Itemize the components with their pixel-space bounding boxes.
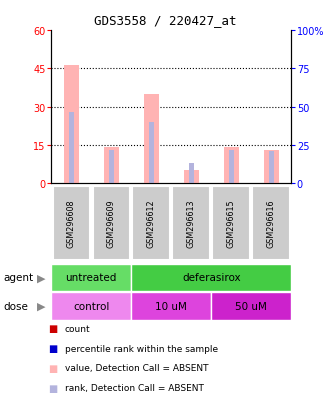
Bar (269, 152, 274, 184)
Bar (189, 164, 194, 184)
Text: ▶: ▶ (37, 273, 46, 283)
Bar (213, 186, 250, 260)
Text: 10 uM: 10 uM (155, 301, 187, 311)
Text: count: count (65, 324, 90, 333)
Text: ■: ■ (48, 363, 58, 373)
Text: agent: agent (3, 273, 33, 283)
Bar (211, 292, 291, 320)
Text: untreated: untreated (66, 273, 117, 283)
Text: GDS3558 / 220427_at: GDS3558 / 220427_at (94, 14, 237, 27)
Text: dose: dose (3, 301, 28, 311)
Bar (104, 148, 119, 184)
Bar (264, 151, 279, 184)
Text: ▶: ▶ (37, 301, 46, 311)
Text: GSM296609: GSM296609 (107, 199, 116, 247)
Bar (172, 186, 210, 260)
Bar (69, 112, 74, 184)
Bar (131, 292, 211, 320)
Text: percentile rank within the sample: percentile rank within the sample (65, 344, 218, 353)
Text: GSM296616: GSM296616 (267, 199, 276, 247)
Bar (132, 186, 170, 260)
Bar (229, 151, 234, 184)
Text: GSM296613: GSM296613 (187, 199, 196, 247)
Text: value, Detection Call = ABSENT: value, Detection Call = ABSENT (65, 363, 208, 373)
Text: ■: ■ (48, 323, 58, 333)
Bar (184, 171, 199, 184)
Bar (51, 292, 131, 320)
Bar (51, 264, 131, 291)
Bar (149, 123, 154, 184)
Text: rank, Detection Call = ABSENT: rank, Detection Call = ABSENT (65, 383, 204, 392)
Bar (109, 151, 114, 184)
Text: deferasirox: deferasirox (182, 273, 241, 283)
Text: ■: ■ (48, 343, 58, 353)
Bar (92, 186, 130, 260)
Text: control: control (73, 301, 110, 311)
Bar (64, 65, 79, 184)
Bar (144, 95, 159, 184)
Text: GSM296612: GSM296612 (147, 199, 156, 247)
Text: 50 uM: 50 uM (235, 301, 267, 311)
Text: GSM296615: GSM296615 (227, 199, 236, 247)
Bar (253, 186, 290, 260)
Text: GSM296608: GSM296608 (67, 199, 76, 247)
Text: ■: ■ (48, 383, 58, 393)
Bar (131, 264, 291, 291)
Bar (53, 186, 90, 260)
Bar (224, 148, 239, 184)
